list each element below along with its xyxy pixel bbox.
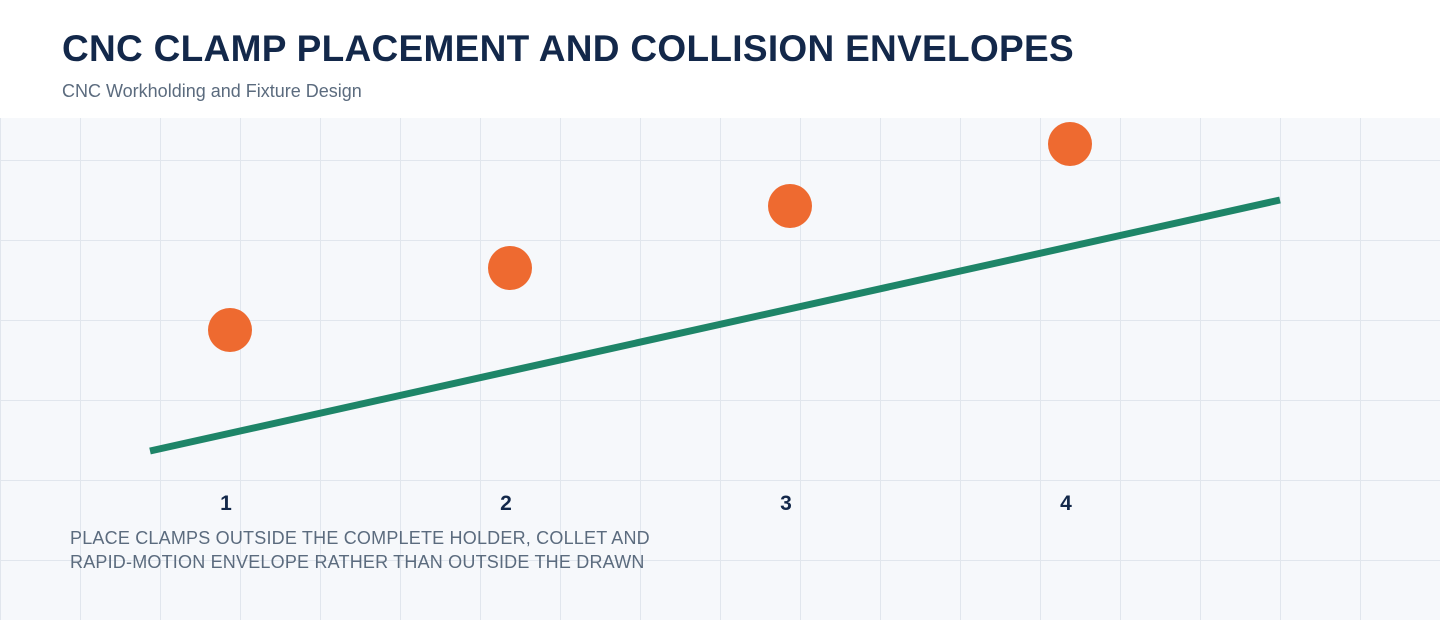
marker-label-3: 3 [780, 492, 792, 515]
clamp-note-line-2: RAPID-MOTION ENVELOPE RATHER THAN OUTSID… [70, 552, 645, 572]
page-title: CNC CLAMP PLACEMENT AND COLLISION ENVELO… [62, 28, 1074, 69]
clamp-marker-2 [488, 246, 532, 290]
marker-label-4: 4 [1060, 492, 1072, 515]
page-subtitle: CNC Workholding and Fixture Design [62, 81, 362, 101]
clamp-marker-3 [768, 184, 812, 228]
marker-label-2: 2 [500, 492, 512, 515]
clamp-marker-4 [1048, 122, 1092, 166]
trend-line [149, 196, 1281, 455]
clamp-note-line-1: PLACE CLAMPS OUTSIDE THE COMPLETE HOLDER… [70, 528, 650, 548]
grid-canvas [0, 118, 1440, 620]
clamp-marker-1 [208, 308, 252, 352]
header: CNC CLAMP PLACEMENT AND COLLISION ENVELO… [0, 0, 1440, 118]
marker-label-1: 1 [220, 492, 232, 515]
clamp-note: PLACE CLAMPS OUTSIDE THE COMPLETE HOLDER… [70, 526, 730, 574]
